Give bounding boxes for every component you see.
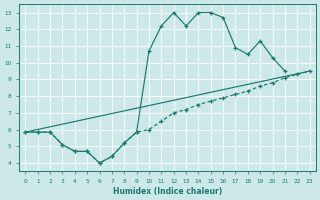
X-axis label: Humidex (Indice chaleur): Humidex (Indice chaleur) xyxy=(113,187,222,196)
